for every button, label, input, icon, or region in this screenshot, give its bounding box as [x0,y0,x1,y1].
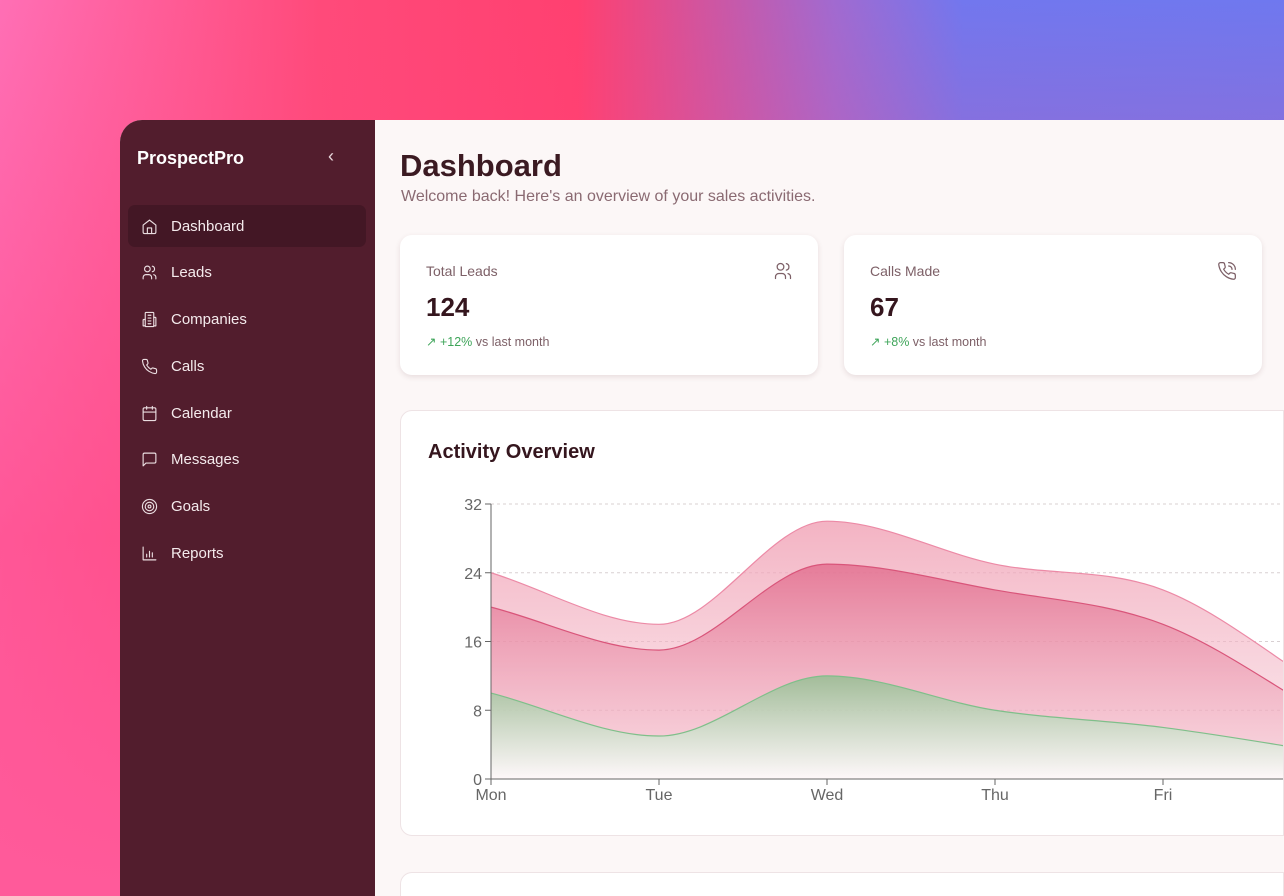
x-tick-label: Tue [646,787,673,804]
target-icon [141,499,158,515]
activity-overview-card: Activity Overview 0 8 16 24 32 Mon Tue Wed Thu Fr… [400,410,1284,836]
sidebar-item-messages[interactable]: Messages [128,439,366,481]
phone-call-icon [1218,262,1236,280]
stat-change: ↗ +8% vs last month [870,335,987,349]
calendar-icon [142,405,157,421]
chart-title: Activity Overview [428,441,595,463]
line-series-3 [490,675,1283,747]
area-series-3 [491,675,1283,779]
phone-icon [141,358,158,374]
y-tick-label: 32 [464,497,482,514]
sidebar-item-label: Goals [171,498,211,516]
y-tick-label: 8 [473,703,482,720]
bar-chart-icon [142,546,157,561]
page-subtitle: Welcome back! Here's an overview of your… [401,188,816,205]
stat-value: 124 [426,292,470,322]
sidebar-item-label: Reports [171,545,224,563]
y-tick-label: 16 [464,635,482,652]
sidebar-nav: Dashboard Leads Companies Calls Calendar Mess… [128,205,366,579]
sidebar-item-label: Companies [171,311,247,329]
sidebar-item-dashboard[interactable]: Dashboard [128,205,366,247]
stat-change: ↗ +12% vs last month [426,335,550,349]
sidebar-item-reports[interactable]: Reports [128,533,366,575]
y-tick-label: 0 [473,772,482,789]
sidebar-item-calendar[interactable]: Calendar [128,392,366,434]
users-icon [774,262,792,280]
sidebar-item-leads[interactable]: Leads [128,252,366,294]
sidebar-item-label: Messages [171,451,240,469]
secondary-card [400,872,1284,896]
x-tick-label: Thu [981,787,1009,804]
app-window: ProspectPro ‹ Dashboard Leads Companies Cal… [120,120,1284,896]
x-tick-label: Wed [811,787,844,804]
sidebar-item-calls[interactable]: Calls [128,345,366,387]
y-tick-label: 24 [464,566,482,583]
sidebar-item-companies[interactable]: Companies [128,299,366,341]
sidebar-item-label: Calls [171,357,205,375]
sidebar-item-goals[interactable]: Goals [128,486,366,528]
activity-chart: 08162432MonTueWedThuFriSat [464,497,1283,804]
message-square-icon [142,453,157,467]
stat-label: Calls Made [870,263,941,279]
brand-logo: ProspectPro [137,148,245,168]
page-title: Dashboard [400,148,562,183]
arrow-up-right-icon: ↗ [870,335,884,349]
stat-card-total-leads: Total Leads 124 ↗ +12% vs last month [400,235,818,375]
sidebar-item-label: Dashboard [171,217,245,235]
home-icon [142,219,157,234]
building-icon [142,311,157,328]
arrow-up-right-icon: ↗ [426,335,440,349]
main-content: Dashboard Welcome back! Here's an overvi… [375,120,1284,896]
chevron-left-icon[interactable]: ‹ [328,146,334,166]
sidebar: ProspectPro ‹ Dashboard Leads Companies Cal… [120,120,375,896]
stat-value: 67 [870,292,899,322]
x-tick-label: Fri [1154,787,1173,804]
stat-label: Total Leads [426,263,498,279]
line-series-2 [490,563,1283,691]
sidebar-item-label: Leads [171,264,212,282]
x-tick-label: Mon [475,787,506,804]
line-series-1 [490,520,1283,663]
sidebar-item-label: Calendar [171,404,232,422]
stat-card-calls-made: Calls Made 67 ↗ +8% vs last month [844,235,1262,375]
users-icon [142,265,157,280]
